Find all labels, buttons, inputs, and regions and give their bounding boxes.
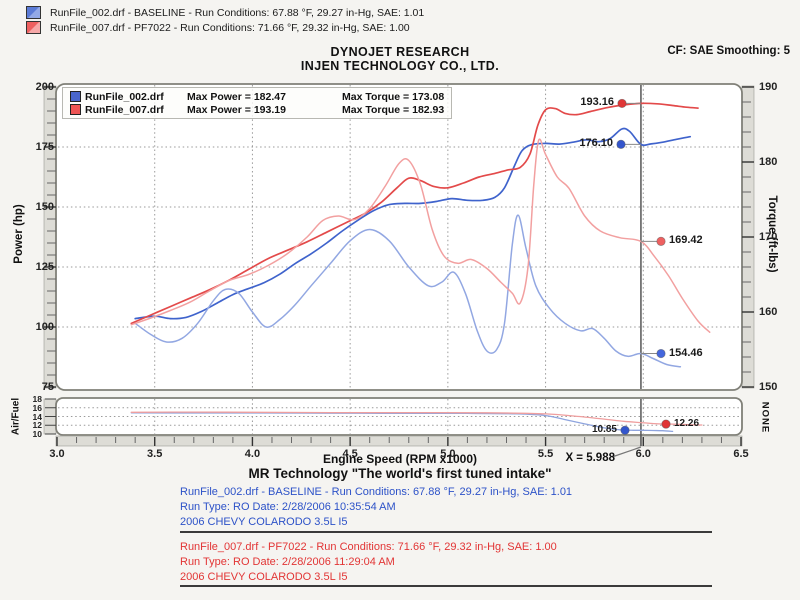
max-values-row-baseline: RunFile_002.drf Max Power = 182.47 Max T… [70,90,444,103]
run-info-line: RunFile_007.drf - PF7022 - Run Condition… [180,541,557,553]
max-torque-value: Max Torque = 173.08 [342,90,445,103]
baseline-run-info-block: RunFile_002.drf - BASELINE - Run Conditi… [180,485,572,530]
run-file-name: RunFile_002.drf [85,90,164,103]
baseline-torque-curve [134,214,682,368]
pf7022-run-info-block: RunFile_007.drf - PF7022 - Run Condition… [180,540,557,585]
divider-line [180,585,712,587]
company-title: INJEN TECHNOLOGY CO., LTD. [300,59,500,73]
max-power-value: Max Power = 182.47 [187,90,286,103]
run-info-line: RunFile_002.drf - BASELINE - Run Conditi… [180,486,573,498]
pf7022-color-swatch [26,21,41,34]
run-legend-label: RunFile_007.drf - PF7022 - Run Condition… [50,21,410,34]
afr-axis-label: Air/Fuel [10,397,22,436]
baseline-power-cursor-dot [616,139,626,149]
cursor-rpm-readout: X = 5.988 [565,452,615,464]
baseline-afr-cursor-dot [620,425,630,435]
baseline-swatch-icon [70,91,81,102]
baseline-color-swatch [26,6,41,19]
power-axis-label: Power (hp) [13,204,25,264]
run-info-line: 2006 CHEVY COLARODO 3.5L I5 [180,516,348,528]
run-info-line: 2006 CHEVY COLARODO 3.5L I5 [180,571,348,583]
run-legend-label: RunFile_002.drf - BASELINE - Run Conditi… [50,6,425,19]
power-tick-bar [43,85,57,389]
baseline-power-curve [134,127,692,320]
pf7022-torque-curve [130,138,711,333]
afr-right-axis-label: NONE [759,401,771,434]
pf7022-swatch-icon [70,104,81,115]
run-info-line: Run Type: RO Date: 2/28/2006 11:29:04 AM [180,556,395,568]
main-plot-frame [55,83,743,391]
brand-title: DYNOJET RESEARCH [330,45,470,59]
max-power-value: Max Power = 193.19 [187,103,286,116]
run-legend-row-pf7022: RunFile_007.drf - PF7022 - Run Condition… [26,20,424,35]
pf7022-torque-cursor-dot [656,236,666,246]
max-values-row-pf7022: RunFile_007.drf Max Power = 193.19 Max T… [70,103,444,116]
run-legend-row-baseline: RunFile_002.drf - BASELINE - Run Conditi… [26,5,424,20]
run-info-line: Run Type: RO Date: 2/28/2006 10:35:54 AM [180,501,396,513]
max-values-legend: RunFile_002.drf Max Power = 182.47 Max T… [62,87,453,119]
divider-line [180,531,712,533]
run-legend: RunFile_002.drf - BASELINE - Run Conditi… [26,5,424,35]
torque-axis-label: Torque (ft-lbs) [766,195,778,273]
run-file-name: RunFile_007.drf [85,103,164,116]
engine-speed-axis-label: Engine Speed (RPM x1000) [322,452,478,466]
rpm-tick-bar [55,435,743,447]
pf7022-power-curve [130,102,699,325]
pf7022-power-cursor-dot [617,98,627,109]
cursor-pointer-line [611,446,642,458]
correction-smoothing-label: CF: SAE Smoothing: 5 [667,45,790,57]
mr-technology-tagline: MR Technology "The world's first tuned i… [248,466,552,481]
pf7022-afr-cursor-dot [661,419,671,429]
max-torque-value: Max Torque = 182.93 [342,103,445,116]
baseline-torque-cursor-dot [656,348,666,359]
